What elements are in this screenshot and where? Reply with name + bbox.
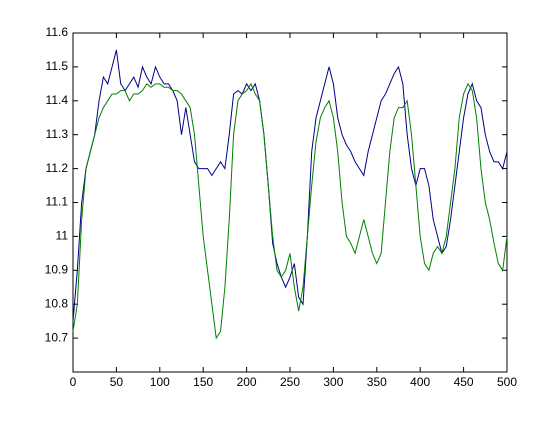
y-tick-label: 11.4 (46, 93, 69, 107)
x-tick-label: 350 (367, 375, 387, 389)
x-tick-label: 150 (193, 375, 213, 389)
y-tick-label: 11.1 (46, 195, 69, 209)
x-tick-label: 250 (280, 375, 300, 389)
x-tick-label: 0 (70, 375, 77, 389)
y-tick-label: 10.9 (45, 262, 69, 276)
x-tick-label: 450 (454, 375, 474, 389)
series-line (72, 49, 508, 322)
plot-frame (72, 32, 508, 373)
x-tick-label: 100 (150, 375, 170, 389)
x-tick-label: 400 (410, 375, 430, 389)
y-tick-label: 11.3 (46, 127, 69, 141)
x-tick-label: 50 (110, 375, 124, 389)
y-tick-label: 11 (56, 229, 69, 243)
series-line (72, 82, 508, 340)
x-tick-label: 200 (237, 375, 257, 389)
y-tick-label: 11.2 (46, 161, 69, 175)
x-tick-label: 500 (497, 375, 517, 389)
y-tick-label: 11.5 (46, 59, 69, 73)
y-tick-label: 10.8 (45, 296, 69, 310)
y-tick-label: 11.6 (46, 25, 69, 39)
y-tick-label: 10.7 (45, 330, 69, 344)
x-tick-label: 300 (323, 375, 343, 389)
